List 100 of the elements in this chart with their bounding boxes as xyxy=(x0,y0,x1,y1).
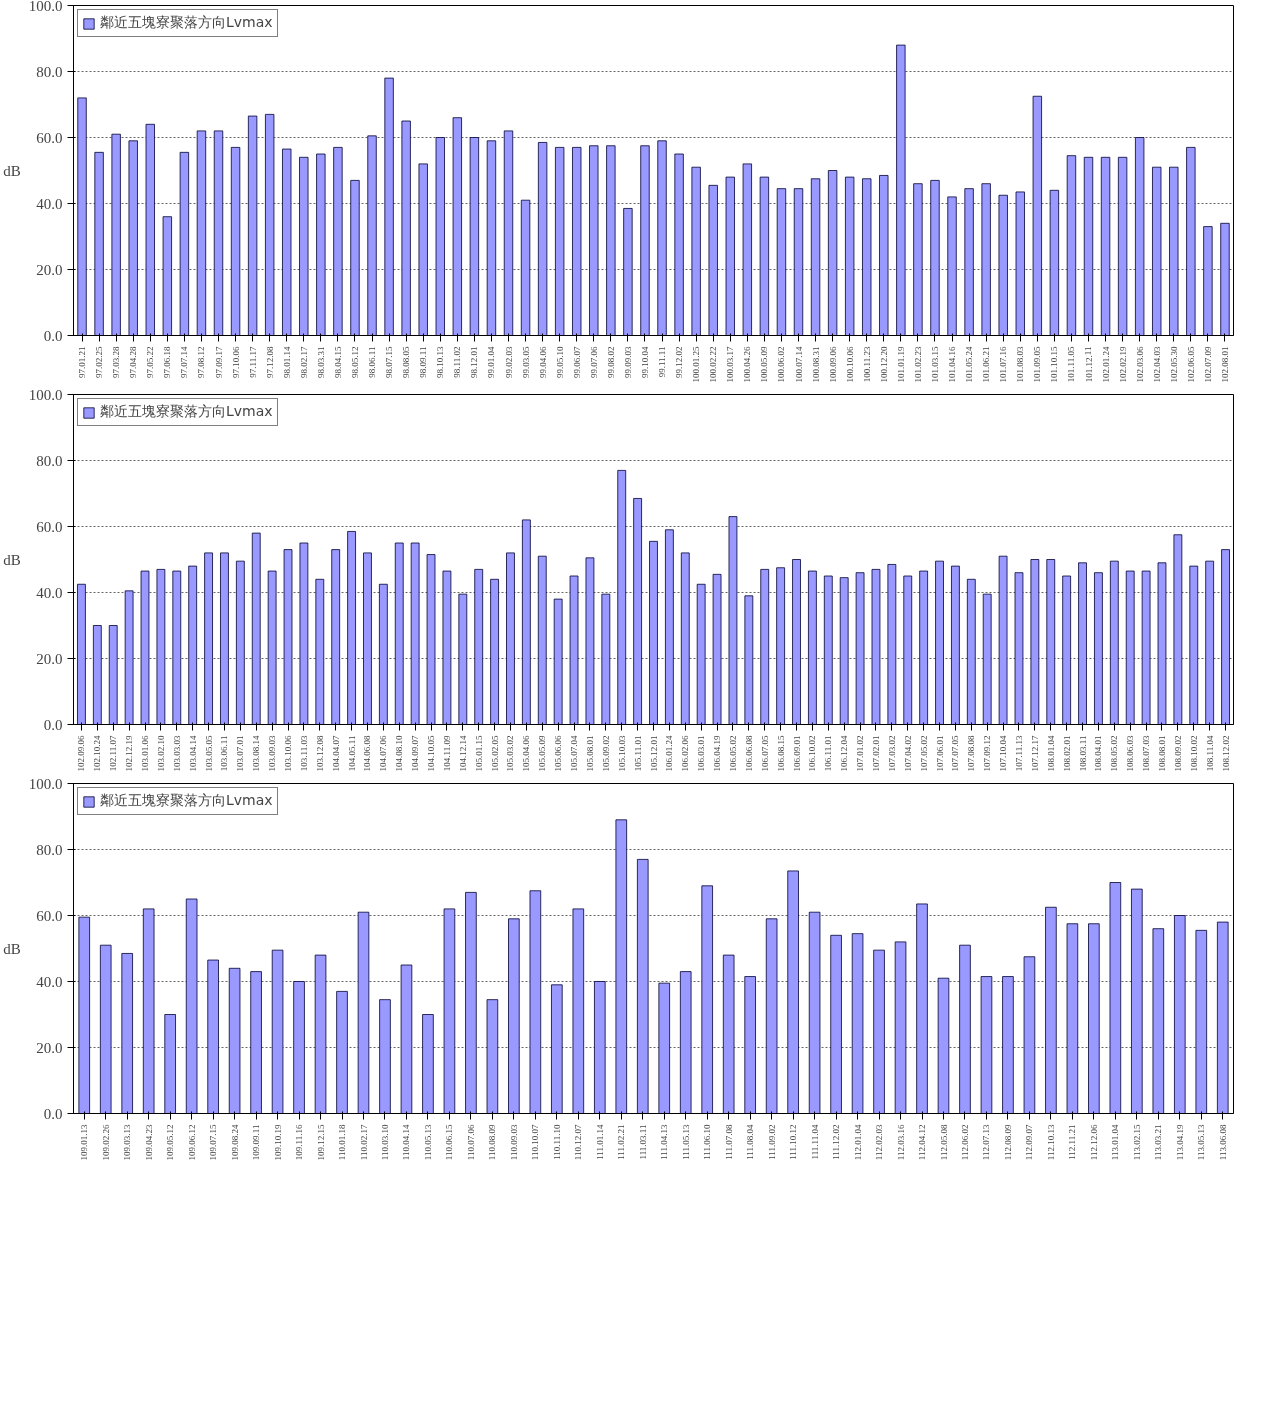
bar xyxy=(851,933,864,1114)
bar xyxy=(617,470,627,725)
bar xyxy=(506,552,515,725)
x-tick-label: 101.08.03 xyxy=(1015,346,1026,383)
x-tick-label: 113.06.08 xyxy=(1217,1124,1228,1161)
bar xyxy=(1141,570,1151,725)
legend-label: 鄰近五塊寮聚落方向Lvmax xyxy=(100,14,273,32)
bar xyxy=(633,498,642,725)
bar xyxy=(350,180,360,336)
bar xyxy=(787,870,799,1114)
x-tick-label: 100.09.06 xyxy=(827,346,838,383)
x-tick-label: 97.04.28 xyxy=(128,346,139,378)
x-tick-label: 109.02.26 xyxy=(100,1124,111,1161)
x-tick-label: 99.04.06 xyxy=(537,346,548,378)
x-tick-label: 107.06.01 xyxy=(934,735,945,772)
bar xyxy=(1030,559,1040,725)
x-tick-label: 110.03.10 xyxy=(379,1124,390,1161)
x-tick-label: 106.08.15 xyxy=(775,735,786,772)
x-tick-label: 109.10.19 xyxy=(272,1124,283,1161)
bar xyxy=(347,531,356,725)
x-tick-label: 99.11.11 xyxy=(657,346,668,378)
x-tick-label: 111.04.13 xyxy=(659,1124,670,1160)
bar xyxy=(469,137,480,336)
x-tick-label: 107.05.02 xyxy=(918,735,929,772)
x-tick-label: 101.03.15 xyxy=(929,346,940,383)
x-tick-label: 98.08.05 xyxy=(401,346,412,378)
x-tick-label: 105.05.09 xyxy=(537,735,548,772)
x-tick-label: 105.09.02 xyxy=(600,735,611,772)
bar xyxy=(121,953,133,1114)
bar xyxy=(251,532,261,725)
x-tick-label: 104.10.05 xyxy=(426,735,437,772)
y-tick-label: 0.0 xyxy=(43,716,63,733)
bar xyxy=(378,583,388,725)
x-tick-label: 111.10.12 xyxy=(788,1124,799,1160)
bar xyxy=(998,194,1008,336)
x-tick-label: 105.01.15 xyxy=(473,735,484,772)
bar xyxy=(1135,137,1145,336)
bar xyxy=(937,977,950,1114)
bar xyxy=(77,97,87,336)
x-tick-label: 106.09.01 xyxy=(791,735,802,772)
y-tick-label: 60.0 xyxy=(36,907,63,924)
bar xyxy=(400,964,413,1114)
x-tick-label: 111.03.11 xyxy=(637,1124,648,1160)
x-tick-label: 98.06.11 xyxy=(367,346,378,378)
x-tick-label: 107.10.04 xyxy=(998,735,1009,772)
x-tick-label: 112.07.13 xyxy=(981,1124,992,1161)
x-tick-label: 99.02.03 xyxy=(503,346,514,378)
x-tick-label: 107.12.17 xyxy=(1029,735,1040,772)
x-tick-label: 104.09.07 xyxy=(410,735,421,772)
y-axis-title: dB xyxy=(3,551,21,568)
bar xyxy=(128,140,138,336)
bar xyxy=(951,565,960,725)
x-tick-label: 113.03.21 xyxy=(1153,1124,1164,1161)
bar xyxy=(1014,572,1024,725)
bar xyxy=(649,540,658,725)
x-tick-label: 103.08.14 xyxy=(251,735,262,772)
x-tick-label: 104.07.06 xyxy=(378,735,389,772)
bar xyxy=(94,151,104,336)
bar xyxy=(947,196,957,336)
x-tick-label: 99.09.03 xyxy=(622,346,633,378)
bar xyxy=(679,971,692,1114)
bar xyxy=(401,120,411,336)
x-tick-label: 97.02.25 xyxy=(94,346,105,378)
x-tick-label: 109.09.11 xyxy=(251,1124,262,1161)
x-tick-label: 106.01.24 xyxy=(664,735,675,772)
bar xyxy=(422,1014,434,1114)
bar xyxy=(615,819,628,1114)
y-tick-label: 80.0 xyxy=(36,841,63,858)
bar xyxy=(744,976,756,1114)
x-tick-label: 104.04.07 xyxy=(330,735,341,772)
y-tick-label: 0.0 xyxy=(43,327,63,344)
x-tick-label: 112.04.12 xyxy=(917,1124,928,1161)
x-tick-label: 100.12.20 xyxy=(878,346,889,383)
bar xyxy=(964,188,974,336)
x-tick-label: 103.04.14 xyxy=(187,735,198,772)
x-tick-label: 103.07.01 xyxy=(235,735,246,772)
x-tick-label: 108.11.04 xyxy=(1204,735,1215,772)
bar xyxy=(1157,562,1167,725)
x-tick-label: 97.10.06 xyxy=(230,346,241,378)
x-tick-label: 102.05.30 xyxy=(1168,346,1179,383)
bar xyxy=(1173,534,1183,725)
y-tick-label: 20.0 xyxy=(36,261,63,278)
bar xyxy=(585,557,595,725)
bar xyxy=(930,180,940,336)
bar xyxy=(1066,923,1079,1114)
x-tick-label: 104.05.11 xyxy=(346,735,357,772)
y-tick-label: 60.0 xyxy=(36,518,63,535)
bar xyxy=(1062,575,1072,725)
bar xyxy=(1046,559,1056,725)
bar xyxy=(708,184,718,336)
bar xyxy=(537,555,547,725)
x-tick-label: 108.10.02 xyxy=(1188,735,1199,772)
x-tick-label: 102.04.03 xyxy=(1151,346,1162,383)
x-tick-label: 104.12.14 xyxy=(457,735,468,772)
bar xyxy=(981,183,991,336)
x-tick-label: 97.09.17 xyxy=(213,346,224,378)
x-tick-label: 110.02.17 xyxy=(358,1124,369,1161)
x-tick-label: 108.01.04 xyxy=(1045,735,1056,772)
x-tick-label: 112.11.21 xyxy=(1067,1124,1078,1160)
bar xyxy=(179,151,190,336)
